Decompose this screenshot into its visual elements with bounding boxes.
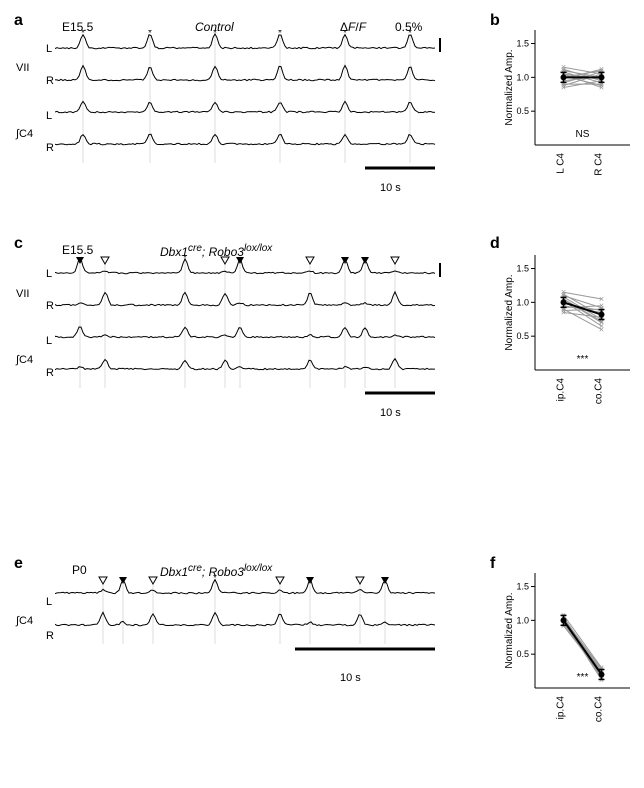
svg-text:1.5: 1.5 bbox=[516, 582, 529, 592]
svg-text:***: *** bbox=[577, 354, 589, 365]
panel-e-g1: ∫C4 bbox=[16, 615, 33, 627]
panel-e-traces: * bbox=[55, 575, 455, 670]
svg-text:R C4: R C4 bbox=[594, 153, 605, 176]
svg-text:1.5: 1.5 bbox=[516, 39, 529, 49]
svg-text:NS: NS bbox=[576, 129, 590, 140]
panel-c-r1: L bbox=[46, 268, 52, 280]
panel-a-traces: ****** bbox=[55, 30, 455, 185]
svg-text:×: × bbox=[561, 308, 566, 318]
svg-text:×: × bbox=[561, 83, 566, 93]
panel-a-label: a bbox=[14, 12, 23, 30]
panel-e-label: e bbox=[14, 555, 23, 573]
svg-text:1.0: 1.0 bbox=[516, 297, 529, 307]
svg-text:×: × bbox=[599, 83, 604, 93]
svg-text:1.0: 1.0 bbox=[516, 72, 529, 82]
panel-b-chart: 0.51.01.5××××××××××××××××××××××××××××L C… bbox=[500, 20, 640, 190]
panel-e-r1: L bbox=[46, 596, 52, 608]
svg-text:1.5: 1.5 bbox=[516, 264, 529, 274]
panel-c-r3: L bbox=[46, 335, 52, 347]
panel-a-r1: L bbox=[46, 43, 52, 55]
svg-text:L C4: L C4 bbox=[556, 153, 567, 174]
svg-text:0.5: 0.5 bbox=[516, 106, 529, 116]
panel-c-scale: 10 s bbox=[380, 407, 401, 419]
panel-c-r4: R bbox=[46, 367, 54, 379]
svg-text:co.C4: co.C4 bbox=[594, 696, 605, 723]
panel-e-r2: R bbox=[46, 630, 54, 642]
panel-c-g2: ∫C4 bbox=[16, 354, 33, 366]
svg-text:×: × bbox=[599, 294, 604, 304]
panel-a-r2: R bbox=[46, 75, 54, 87]
panel-a-r4: R bbox=[46, 142, 54, 154]
panel-f-label: f bbox=[490, 555, 495, 573]
svg-text:1.0: 1.0 bbox=[516, 615, 529, 625]
panel-a-g1: VII bbox=[16, 62, 29, 74]
panel-a-scale: 10 s bbox=[380, 182, 401, 194]
panel-c-traces: * bbox=[55, 255, 455, 410]
svg-text:ip.C4: ip.C4 bbox=[556, 696, 567, 720]
panel-a-r3: L bbox=[46, 110, 52, 122]
panel-e-scale: 10 s bbox=[340, 672, 361, 684]
panel-b-label: b bbox=[490, 12, 500, 30]
panel-c-label: c bbox=[14, 235, 23, 253]
svg-text:Normalized Amp.: Normalized Amp. bbox=[504, 592, 515, 668]
panel-f-chart: 0.51.01.5××××××××××××××××ip.C4co.C4Norma… bbox=[500, 563, 640, 733]
svg-text:co.C4: co.C4 bbox=[594, 378, 605, 405]
svg-text:0.5: 0.5 bbox=[516, 331, 529, 341]
panel-c-r2: R bbox=[46, 300, 54, 312]
svg-text:Normalized Amp.: Normalized Amp. bbox=[504, 49, 515, 125]
svg-text:***: *** bbox=[577, 672, 589, 683]
svg-text:0.5: 0.5 bbox=[516, 649, 529, 659]
panel-d-label: d bbox=[490, 235, 500, 253]
panel-c-g1: VII bbox=[16, 288, 29, 300]
svg-text:ip.C4: ip.C4 bbox=[556, 378, 567, 402]
panel-a-g2: ∫C4 bbox=[16, 128, 33, 140]
svg-text:Normalized Amp.: Normalized Amp. bbox=[504, 274, 515, 350]
panel-d-chart: 0.51.01.5××××××××××××××××××××××××××××ip.… bbox=[500, 245, 640, 415]
